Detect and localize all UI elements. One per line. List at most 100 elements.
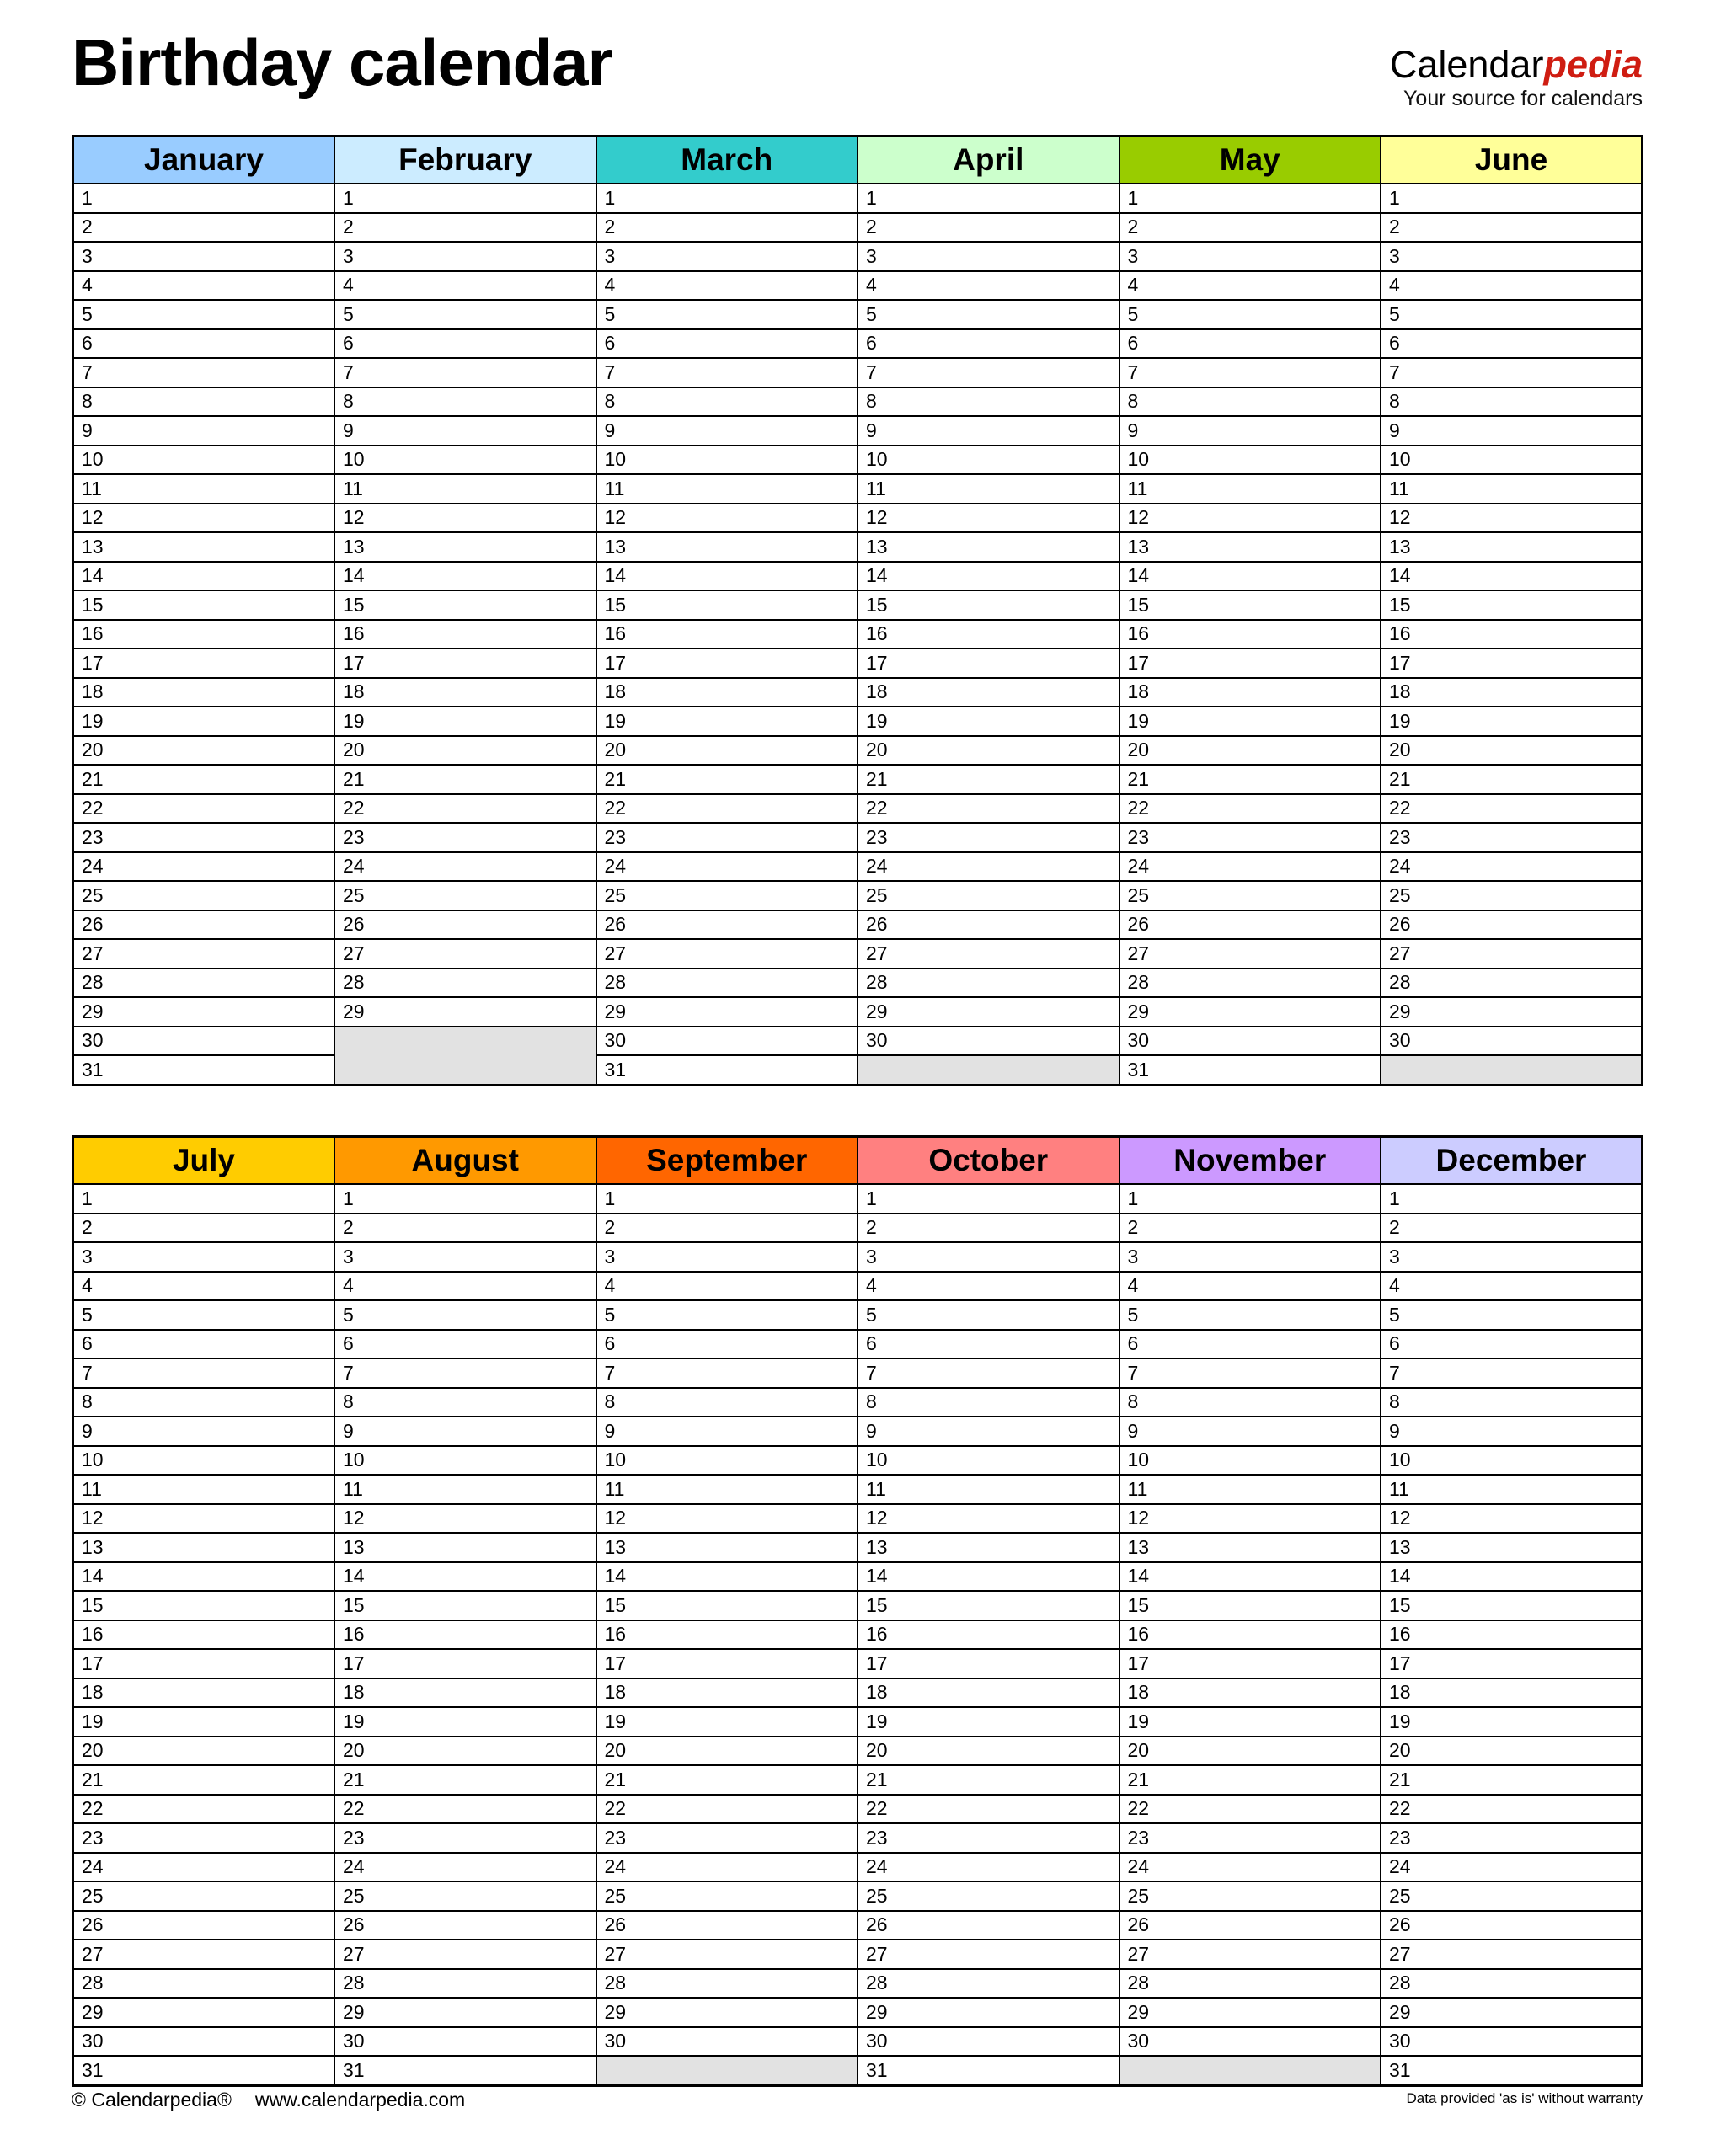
day-cell-june-23: 23 [1380,822,1643,853]
day-cell-september-13: 13 [595,1532,858,1563]
day-cell-june-11: 11 [1380,473,1643,504]
month-header-october: October [857,1135,1120,1185]
day-cell-december-3: 3 [1380,1241,1643,1273]
day-cell-april-18: 18 [857,676,1120,707]
day-cell-may-10: 10 [1118,444,1381,475]
day-cell-december-8: 8 [1380,1386,1643,1417]
day-cell-august-17: 17 [334,1648,597,1679]
day-cell-february-1: 1 [334,183,597,214]
day-cell-may-9: 9 [1118,415,1381,446]
day-cell-november-26: 26 [1118,1909,1381,1940]
day-cell-january-1: 1 [72,183,335,214]
day-cell-march-24: 24 [595,851,858,882]
day-row-27: 27 27 27 27 27 27 [72,1939,1643,1970]
day-cell-december-6: 6 [1380,1328,1643,1359]
day-cell-april-29: 29 [857,996,1120,1027]
day-cell-april-7: 7 [857,357,1120,388]
day-cell-july-21: 21 [72,1764,335,1796]
day-cell-july-14: 14 [72,1561,335,1592]
day-cell-january-4: 4 [72,270,335,301]
day-row-22: 22 22 22 22 22 22 [72,1793,1643,1824]
day-cell-december-1: 1 [1380,1183,1643,1214]
day-cell-september-19: 19 [595,1706,858,1737]
day-cell-march-6: 6 [595,328,858,359]
day-cell-november-14: 14 [1118,1561,1381,1592]
calendar-table-jul-dec: July August September October November Decemb… [72,1135,1643,2087]
day-cell-october-8: 8 [857,1386,1120,1417]
day-cell-april-8: 8 [857,386,1120,417]
day-cell-march-10: 10 [595,444,858,475]
day-cell-january-28: 28 [72,967,335,998]
day-cell-may-6: 6 [1118,328,1381,359]
day-cell-december-20: 20 [1380,1735,1643,1766]
day-cell-march-5: 5 [595,299,858,330]
day-row-12: 12 12 12 12 12 12 [72,1502,1643,1534]
day-cell-june-22: 22 [1380,792,1643,824]
day-cell-february-12: 12 [334,502,597,533]
day-cell-february-18: 18 [334,676,597,707]
day-row-15: 15 15 15 15 15 15 [72,1590,1643,1621]
day-cell-february-25: 25 [334,880,597,911]
day-cell-september-16: 16 [595,1619,858,1650]
day-cell-october-28: 28 [857,1967,1120,1999]
day-cell-may-11: 11 [1118,473,1381,504]
day-row-31: 31 31 31 [72,1054,1643,1086]
day-row-16: 16 16 16 16 16 16 [72,1619,1643,1650]
month-header-july: July [72,1135,335,1185]
day-cell-may-23: 23 [1118,822,1381,853]
day-cell-february-9: 9 [334,415,597,446]
day-cell-february-8: 8 [334,386,597,417]
day-cell-august-27: 27 [334,1939,597,1970]
page-title: Birthday calendar [72,25,613,99]
day-cell-july-8: 8 [72,1386,335,1417]
day-cell-january-23: 23 [72,822,335,853]
day-cell-may-21: 21 [1118,764,1381,795]
day-row-20: 20 20 20 20 20 20 [72,734,1643,766]
day-cell-august-9: 9 [334,1416,597,1447]
day-cell-april-5: 5 [857,299,1120,330]
day-cell-may-13: 13 [1118,531,1381,563]
day-cell-august-6: 6 [334,1328,597,1359]
day-cell-february-23: 23 [334,822,597,853]
day-cell-november-17: 17 [1118,1648,1381,1679]
day-cell-may-16: 16 [1118,618,1381,649]
day-cell-february-7: 7 [334,357,597,388]
calendarpedia-logo[interactable]: Calendarpedia Your source for calendars [1390,45,1643,109]
day-cell-march-31: 31 [595,1054,858,1086]
day-cell-march-29: 29 [595,996,858,1027]
day-cell-november-18: 18 [1118,1677,1381,1708]
empty-cell-february [334,1025,597,1086]
month-header-june: June [1380,135,1643,184]
day-cell-october-26: 26 [857,1909,1120,1940]
day-cell-november-4: 4 [1118,1270,1381,1301]
day-cell-march-16: 16 [595,618,858,649]
day-cell-december-13: 13 [1380,1532,1643,1563]
day-cell-april-13: 13 [857,531,1120,563]
day-cell-july-15: 15 [72,1590,335,1621]
day-row-29: 29 29 29 29 29 29 [72,1997,1643,2028]
day-row-21: 21 21 21 21 21 21 [72,764,1643,795]
day-cell-june-21: 21 [1380,764,1643,795]
day-cell-march-14: 14 [595,560,858,591]
footer-url-link[interactable]: www.calendarpedia.com [254,2089,466,2111]
day-cell-january-24: 24 [72,851,335,882]
day-cell-june-19: 19 [1380,706,1643,737]
day-cell-november-8: 8 [1118,1386,1381,1417]
day-cell-november-11: 11 [1118,1474,1381,1505]
day-cell-november-9: 9 [1118,1416,1381,1447]
day-cell-december-10: 10 [1380,1444,1643,1476]
day-cell-january-10: 10 [72,444,335,475]
day-cell-april-21: 21 [857,764,1120,795]
day-cell-november-1: 1 [1118,1183,1381,1214]
day-cell-september-29: 29 [595,1997,858,2028]
day-cell-july-7: 7 [72,1358,335,1389]
day-row-28: 28 28 28 28 28 28 [72,967,1643,998]
day-cell-september-8: 8 [595,1386,858,1417]
page-header: Birthday calendar Calendarpedia Your sou… [72,25,1643,109]
day-cell-october-31: 31 [857,2055,1120,2086]
day-cell-august-21: 21 [334,1764,597,1796]
